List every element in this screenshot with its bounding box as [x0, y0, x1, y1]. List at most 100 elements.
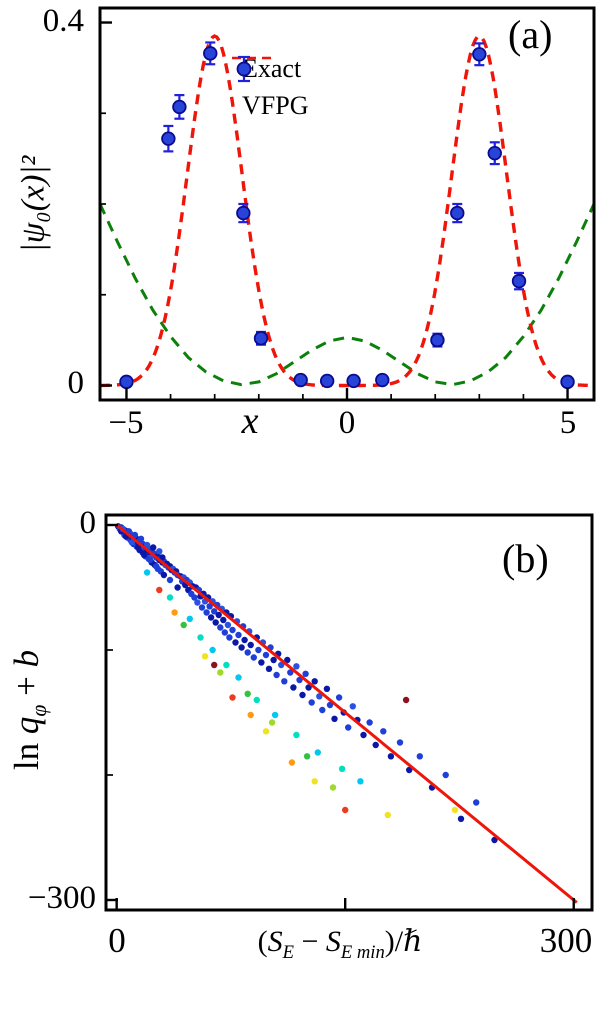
scatter-point [293, 663, 300, 670]
x-tick-label-0: 0 [338, 405, 356, 441]
vfpg-data-point [450, 202, 465, 224]
scatter-point [288, 759, 296, 766]
scatter-point [396, 739, 404, 746]
x-tick-label-0: 0 [108, 921, 126, 960]
scatter-point [372, 741, 379, 749]
axes-box [104, 513, 594, 912]
panel-label-b: (b) [502, 536, 549, 581]
scatter-point [194, 599, 201, 606]
scatter-point [299, 691, 306, 699]
scatter-point [247, 641, 254, 649]
scatter-point [238, 644, 245, 651]
scatter-point [226, 634, 233, 641]
x-tick-label-m5: −5 [108, 405, 144, 441]
scatter-point [302, 670, 309, 677]
scatter-point [186, 615, 193, 622]
scatter-point [316, 693, 323, 700]
scatter-point [221, 629, 228, 636]
vfpg-data-point [293, 372, 308, 388]
scatter-point [235, 674, 242, 681]
scatter-point [229, 626, 236, 634]
scatter-point [311, 678, 318, 685]
scatter-point [262, 651, 270, 659]
scatter-point [206, 603, 213, 610]
exact-curve [100, 34, 594, 388]
scatter-point [247, 711, 254, 719]
scatter-point [250, 654, 257, 661]
scatter-point [457, 815, 465, 822]
vfpg-data-point [161, 124, 176, 153]
scatter-point [140, 551, 148, 559]
scatter-point [268, 719, 276, 726]
x-axis-label: x [241, 400, 259, 442]
scatter-point [278, 661, 285, 669]
vfpg-data-point [203, 41, 218, 66]
scatter-point [357, 778, 364, 785]
vfpg-data-point [346, 373, 361, 389]
scatter-point [143, 541, 151, 549]
scatter-point [314, 749, 321, 756]
scatter-point [143, 569, 151, 576]
legend-label-vfpg: VFPG [242, 91, 309, 120]
scatter-point [156, 586, 163, 594]
vfpg-data-point [511, 271, 527, 291]
scatter-point [128, 539, 136, 546]
scatter-point [197, 634, 204, 641]
scatter-point [217, 624, 224, 631]
x-tick-label-5: 5 [559, 405, 577, 441]
legend: Exact VFPG [232, 54, 308, 121]
vfpg-data-point [472, 42, 487, 67]
scatter-point [137, 535, 145, 542]
scatter-point [284, 656, 291, 664]
scatter-point [442, 771, 449, 779]
scatter-point [311, 778, 318, 785]
scatter-point [223, 661, 230, 669]
y-tick-label-04: 0.4 [42, 3, 84, 39]
scatter-point [345, 724, 352, 731]
scatter-point [232, 639, 239, 646]
y-axis-label: ln qφ + b [7, 649, 52, 771]
scatter-point [491, 836, 498, 844]
vfpg-data-point [236, 202, 251, 224]
scatter-point [270, 656, 277, 664]
scatter-point [253, 696, 260, 704]
scatter-point [319, 706, 326, 714]
scatter-point [203, 609, 210, 616]
scatter-point [211, 661, 218, 669]
scatter-point [335, 694, 343, 701]
legend-item-exact: Exact [232, 54, 308, 84]
potential-curve [100, 203, 594, 387]
scatter-point [323, 685, 331, 692]
scatter-point [308, 699, 315, 706]
scatter-point [416, 753, 423, 760]
scatter-point [273, 671, 280, 679]
scatter-point [153, 563, 160, 570]
scatter-point [171, 609, 178, 616]
scatter-point [342, 806, 349, 814]
scatter-point [296, 676, 303, 684]
scatter-point [326, 701, 334, 709]
scatter-point [241, 636, 248, 644]
scatter-point [360, 731, 367, 739]
scatter-point [366, 719, 373, 726]
scatter-point [406, 766, 413, 774]
scatter-point [207, 614, 215, 621]
scatter-point [293, 731, 300, 739]
scatter-point [303, 753, 311, 760]
scatter-point [281, 678, 288, 685]
scatter-point [255, 646, 262, 654]
scatter-point [329, 784, 337, 791]
scatter-point [217, 669, 224, 676]
scatter-point [387, 753, 395, 760]
scatter-point [174, 584, 181, 591]
scatter-point [265, 665, 273, 672]
panel-b: 0 −300 0 300 (SE − SE min)/ℏ ln qφ + b (… [0, 490, 602, 1036]
scatter-point [258, 659, 265, 666]
scatter-point [159, 554, 166, 561]
x-tick-label-300: 300 [539, 921, 593, 960]
scatter-point [160, 571, 168, 579]
scatter-point [147, 556, 154, 564]
scatter-point [166, 594, 174, 601]
y-tick-label-0: 0 [67, 365, 85, 401]
